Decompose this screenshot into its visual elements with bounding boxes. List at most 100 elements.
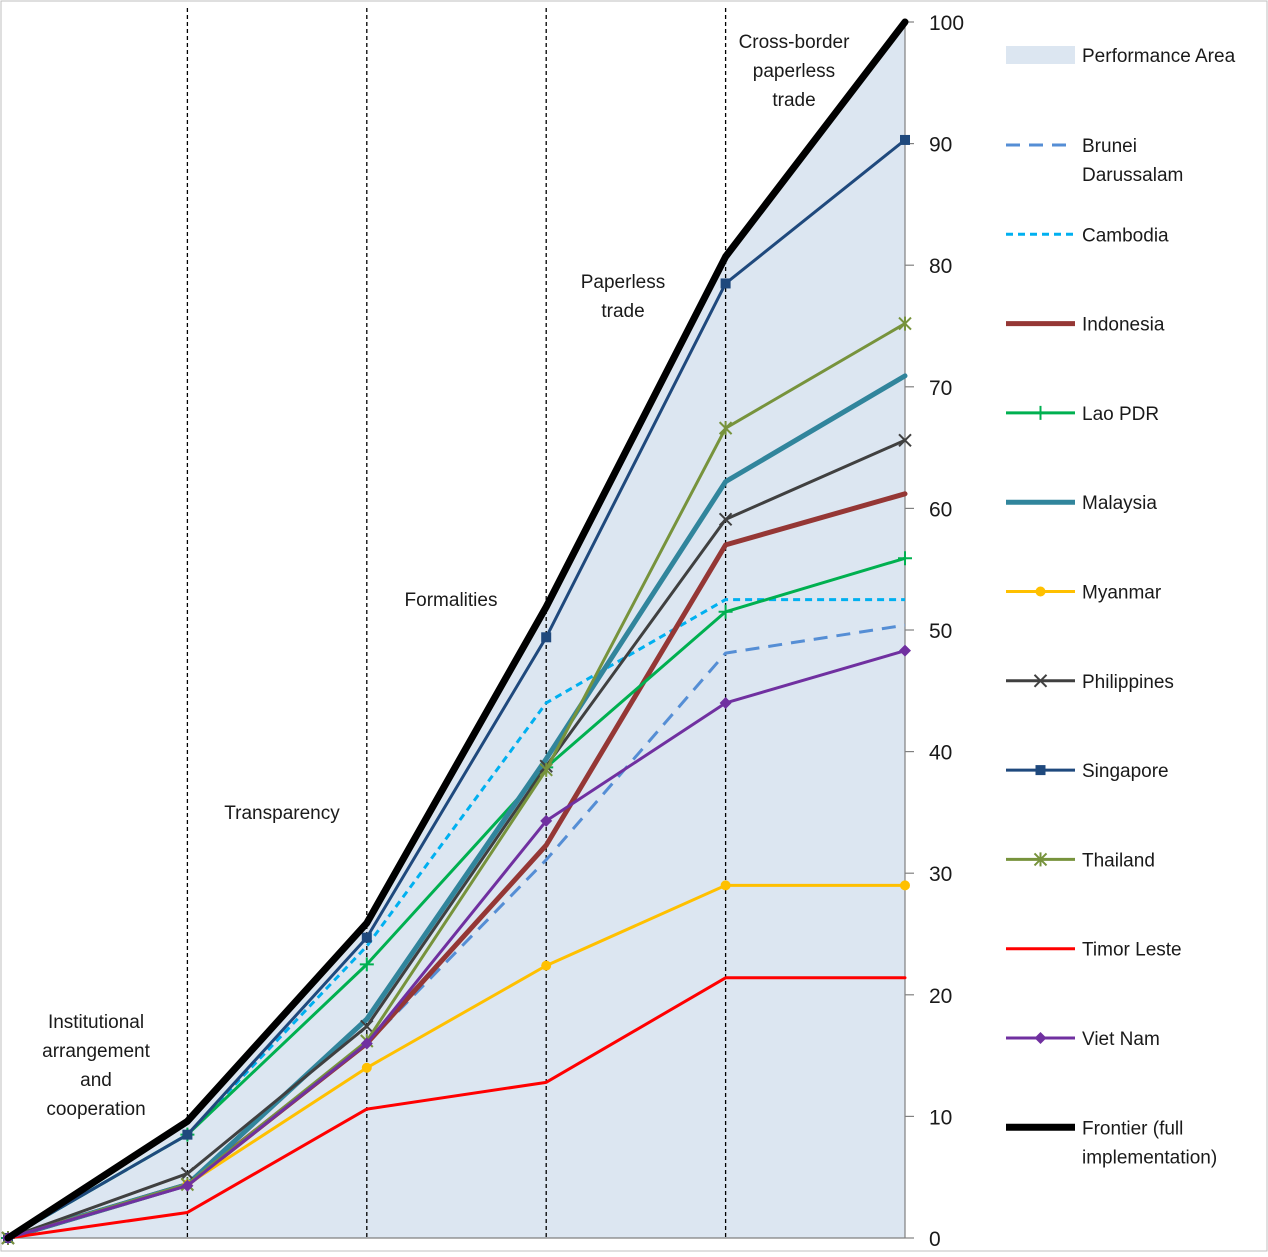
legend-lao-pdr-marker xyxy=(1033,405,1048,420)
series-timor-leste xyxy=(6,976,907,1240)
legend-viet-nam-marker xyxy=(1034,1032,1047,1044)
legend-entry-thailand: Thailand xyxy=(1006,850,1155,871)
lao-pdr-marker xyxy=(359,957,374,972)
legend-entry-performance-area: Performance Area xyxy=(1006,46,1236,67)
viet-nam-marker xyxy=(181,1179,194,1192)
myanmar-marker xyxy=(720,880,731,891)
series-viet-nam xyxy=(2,644,911,1244)
legend-label: Darussalam xyxy=(1082,165,1183,186)
legend-label: Singapore xyxy=(1082,761,1169,782)
legend-label: Lao PDR xyxy=(1082,404,1159,425)
y-tick-label: 30 xyxy=(929,863,952,886)
viet-nam-marker xyxy=(540,814,553,827)
section-labels: Institutional arrangement and cooperation Tr… xyxy=(42,32,850,1120)
legend-label: Malaysia xyxy=(1082,493,1157,514)
section-label: Transparency xyxy=(224,803,340,824)
legend-entry-philippines: Philippines xyxy=(1006,672,1174,693)
section-label: arrangement xyxy=(42,1041,150,1062)
section-label: Formalities xyxy=(405,590,498,611)
legend-entry-viet-nam: Viet Nam xyxy=(1006,1029,1160,1050)
legend-label: Indonesia xyxy=(1082,315,1165,336)
section-label: Institutional xyxy=(48,1012,144,1033)
legend-label: Frontier (full xyxy=(1082,1118,1183,1139)
series-brunei-darussalam xyxy=(7,623,906,1240)
viet-nam-marker xyxy=(719,696,732,709)
y-tick-label: 20 xyxy=(929,985,952,1008)
legend-thailand-marker xyxy=(1033,852,1048,867)
singapore-marker xyxy=(182,1129,193,1140)
y-tick-label: 90 xyxy=(929,134,952,157)
section-label: trade xyxy=(772,90,815,111)
lao-pdr-marker xyxy=(898,551,912,566)
thailand-marker xyxy=(718,421,733,436)
thailand-marker xyxy=(539,762,553,777)
y-tick-label: 80 xyxy=(929,255,952,278)
section-label: Paperless xyxy=(581,272,666,293)
legend-label: implementation) xyxy=(1082,1147,1217,1168)
legend-entry-indonesia: Indonesia xyxy=(1006,315,1165,336)
y-tick-label: 100 xyxy=(929,12,964,35)
legend-label: Brunei xyxy=(1082,136,1137,157)
section-label: cooperation xyxy=(46,1099,145,1120)
philippines-line xyxy=(6,438,907,1240)
singapore-marker xyxy=(900,134,910,145)
myanmar-marker xyxy=(361,1062,372,1073)
legend: Performance Area Brunei Darussalam Cambodia… xyxy=(1006,46,1236,1168)
philippines-marker xyxy=(718,512,733,527)
philippines-marker xyxy=(360,1019,374,1034)
myanmar-marker xyxy=(541,960,552,971)
legend-philippines-marker xyxy=(1033,674,1048,688)
legend-swatch xyxy=(1006,46,1075,64)
philippines-marker xyxy=(180,1166,195,1181)
legend-label: Philippines xyxy=(1082,672,1174,693)
singapore-marker xyxy=(541,632,552,643)
y-tick-label: 40 xyxy=(929,742,952,765)
y-tick-label: 70 xyxy=(929,377,952,400)
viet-nam-line xyxy=(6,649,907,1240)
legend-entry-brunei-darussalam: Brunei Darussalam xyxy=(1006,136,1183,186)
section-label: trade xyxy=(601,301,644,322)
viet-nam-marker xyxy=(899,644,911,657)
legend-entry-frontier-full-implementation: Frontier (full implementation) xyxy=(1006,1118,1217,1168)
legend-entry-lao-pdr: Lao PDR xyxy=(1006,404,1159,425)
myanmar-marker xyxy=(900,880,910,891)
legend-label: Performance Area xyxy=(1082,46,1236,67)
legend-singapore-marker xyxy=(1035,765,1046,776)
thailand-marker xyxy=(898,316,912,331)
legend-label: Viet Nam xyxy=(1082,1029,1160,1050)
area-layer xyxy=(8,22,905,1238)
legend-myanmar-marker xyxy=(1035,586,1046,597)
frontier-full-implementation-line xyxy=(4,18,909,1242)
series-layer xyxy=(1,18,912,1245)
y-tick-label: 60 xyxy=(929,498,952,521)
legend-label: Myanmar xyxy=(1082,583,1162,604)
legend-label: Thailand xyxy=(1082,850,1155,871)
legend-entry-cambodia: Cambodia xyxy=(1006,225,1169,246)
section-dividers xyxy=(186,8,727,1238)
singapore-line xyxy=(6,138,907,1240)
singapore-marker xyxy=(361,932,372,943)
legend-entry-timor-leste: Timor Leste xyxy=(1006,940,1182,961)
brunei-darussalam-line xyxy=(7,623,906,1240)
viet-nam-marker xyxy=(360,1037,373,1050)
timor-leste-line xyxy=(6,976,907,1240)
lao-pdr-marker xyxy=(718,604,733,619)
legend-label: Cambodia xyxy=(1082,225,1169,246)
y-tick-label: 10 xyxy=(929,1106,952,1129)
section-label: and xyxy=(80,1070,112,1091)
performance-area xyxy=(8,22,905,1238)
y-tick-label: 50 xyxy=(929,620,952,643)
philippines-marker xyxy=(898,433,912,448)
legend-entry-myanmar: Myanmar xyxy=(1006,583,1162,604)
legend-entry-malaysia: Malaysia xyxy=(1006,493,1157,514)
singapore-marker xyxy=(720,278,731,289)
section-label: Cross-border xyxy=(739,32,851,53)
y-axis: 0 10 20 30 40 50 60 70 80 90 100 xyxy=(8,12,964,1251)
legend-entry-singapore: Singapore xyxy=(1006,761,1169,782)
section-label: paperless xyxy=(753,61,835,82)
y-tick-label: 0 xyxy=(929,1228,941,1251)
series-frontier-full-implementation xyxy=(4,18,909,1242)
legend-label: Timor Leste xyxy=(1082,940,1182,961)
